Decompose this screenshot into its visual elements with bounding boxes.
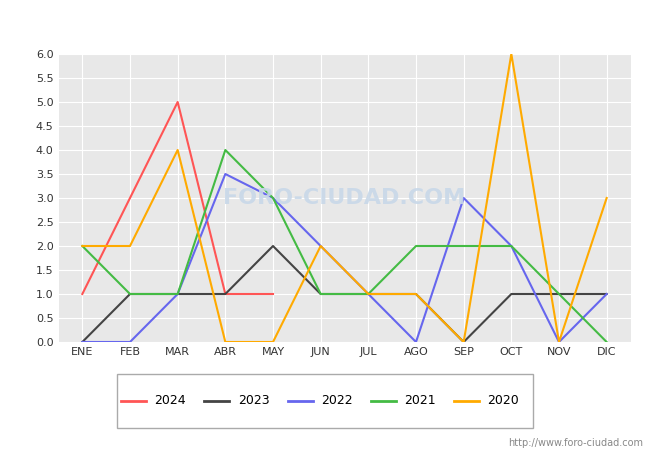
Text: http://www.foro-ciudad.com: http://www.foro-ciudad.com [508,438,644,448]
Text: 2021: 2021 [404,394,436,407]
Text: 2023: 2023 [238,394,269,407]
Text: 2020: 2020 [488,394,519,407]
Text: FORO-CIUDAD.COM: FORO-CIUDAD.COM [224,188,465,208]
Text: Matriculaciones de Vehiculos en Venta del Moro: Matriculaciones de Vehiculos en Venta de… [127,14,523,32]
Text: 2024: 2024 [155,394,186,407]
Text: 2022: 2022 [321,394,352,407]
